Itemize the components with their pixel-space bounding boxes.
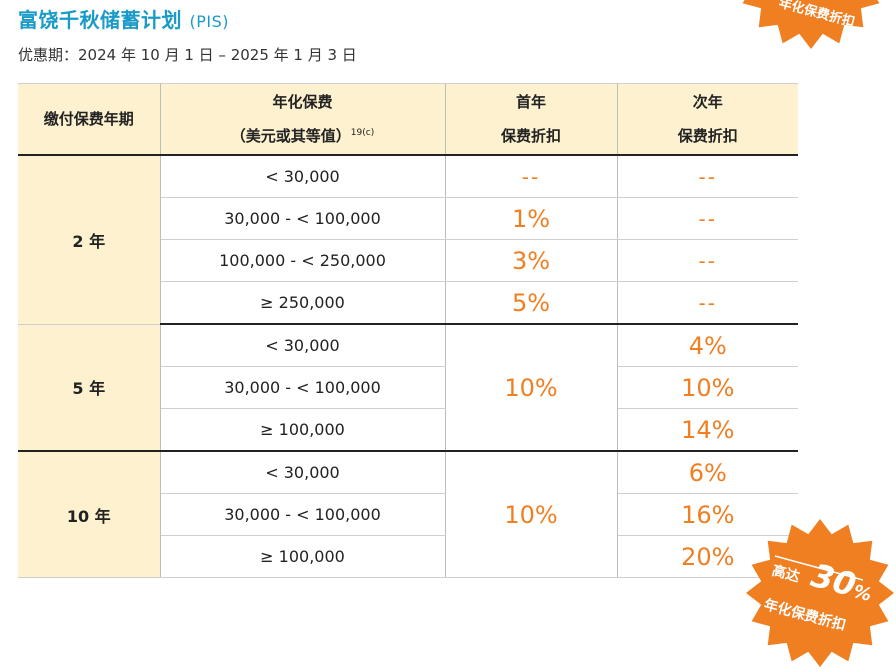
discount-badge-top: 年化保费折扣 [736, 0, 886, 50]
first-year-cell: 5% [445, 281, 618, 325]
table-row: 10 年 < 30,000 10% 6% [18, 451, 798, 578]
premium-cell: 30,000 - < 100,000 [160, 197, 446, 240]
term-cell: 5 年 [18, 324, 161, 452]
header-premium: 年化保费 （美元或其等值）19(c) [160, 83, 446, 156]
premium-cell: 30,000 - < 100,000 [160, 366, 446, 409]
premium-cell: ≥ 250,000 [160, 281, 446, 325]
second-year-cell: 10% [617, 366, 798, 409]
second-year-cell: -- [617, 197, 798, 240]
footnote-ref: 19(c) [350, 128, 375, 138]
term-cell: 10 年 [18, 451, 161, 578]
table-header-row: 缴付保费年期 年化保费 （美元或其等值）19(c) 首年 保费折扣 次年 保费折… [18, 83, 798, 156]
starburst-icon [746, 519, 894, 667]
premium-cell: < 30,000 [160, 451, 446, 494]
term-cell: 2 年 [18, 155, 161, 325]
starburst-icon [742, 0, 880, 49]
table-row: 30,000 - < 100,000 16% [18, 493, 798, 536]
offer-period-label: 优惠期： [18, 46, 79, 64]
second-year-cell: 4% [617, 324, 798, 367]
second-year-cell: 6% [617, 451, 798, 494]
second-year-cell: -- [617, 281, 798, 325]
table-row: 2 年 < 30,000 -- -- [18, 155, 798, 325]
table-row: 5 年 < 30,000 10% 4% [18, 324, 798, 452]
offer-period-value: 2024 年 10 月 1 日 – 2025 年 1 月 3 日 [78, 46, 357, 64]
premium-cell: ≥ 100,000 [160, 535, 446, 578]
discount-table: 缴付保费年期 年化保费 （美元或其等值）19(c) 首年 保费折扣 次年 保费折… [18, 83, 798, 578]
first-year-cell: 1% [445, 197, 618, 240]
first-year-cell: 3% [445, 239, 618, 282]
table-row: ≥ 250,000 5% -- [18, 281, 798, 325]
table-row: 30,000 - < 100,000 10% [18, 366, 798, 409]
second-year-cell: 16% [617, 493, 798, 536]
header-term: 缴付保费年期 [18, 83, 161, 156]
discount-badge: 高达 30% 年化保费折扣 [745, 518, 895, 668]
first-year-cell: 10% [445, 451, 618, 578]
premium-cell: 100,000 - < 250,000 [160, 239, 446, 282]
premium-cell: ≥ 100,000 [160, 408, 446, 452]
title-abbr: (PIS) [189, 12, 229, 31]
table-row: ≥ 100,000 14% [18, 408, 798, 452]
premium-cell: 30,000 - < 100,000 [160, 493, 446, 536]
header-premium-line2: （美元或其等值） [230, 127, 351, 145]
header-premium-line1: 年化保费 [272, 93, 333, 111]
second-year-cell: -- [617, 239, 798, 282]
header-first-year: 首年 保费折扣 [445, 83, 618, 156]
page-title: 富饶千秋储蓄计划 (PIS) [18, 4, 229, 33]
second-year-cell: -- [617, 155, 798, 198]
first-year-cell: -- [445, 155, 618, 198]
title-main: 富饶千秋储蓄计划 [18, 8, 182, 32]
first-year-cell: 10% [445, 324, 618, 452]
offer-period: 优惠期：2024 年 10 月 1 日 – 2025 年 1 月 3 日 [18, 44, 357, 65]
table-row: 30,000 - < 100,000 1% -- [18, 197, 798, 240]
second-year-cell: 14% [617, 408, 798, 452]
premium-cell: < 30,000 [160, 155, 446, 198]
header-second-year: 次年 保费折扣 [617, 83, 798, 156]
premium-cell: < 30,000 [160, 324, 446, 367]
table-row: 100,000 - < 250,000 3% -- [18, 239, 798, 282]
